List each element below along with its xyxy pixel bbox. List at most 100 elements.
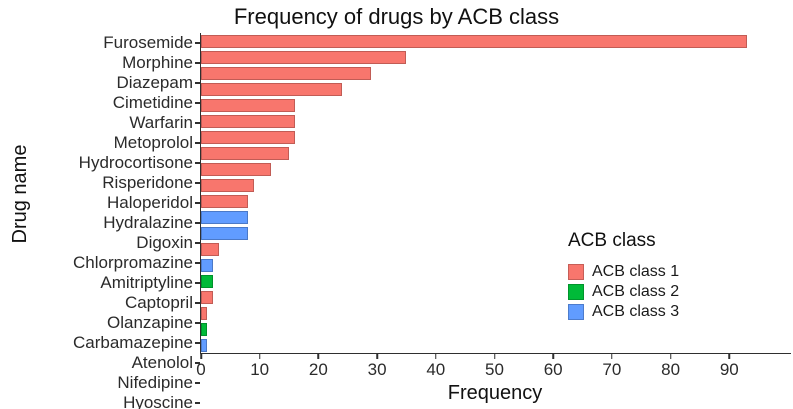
y-tick-label: Chlorpromazine xyxy=(73,253,193,272)
legend-entry: ACB class 3 xyxy=(568,302,679,322)
bar-morphine xyxy=(201,50,407,64)
bar-atenolol xyxy=(201,290,213,304)
y-axis-tick-row: Risperidone xyxy=(0,173,200,193)
y-tick-label: Captopril xyxy=(124,293,193,312)
y-axis-tick-row: Haloperidol xyxy=(0,193,200,213)
y-axis-tick-row: Atenolol xyxy=(0,353,200,373)
x-tick-label: 10 xyxy=(250,360,270,379)
y-tick-label: Metoprolol xyxy=(113,133,193,152)
y-tick-label: Atenolol xyxy=(131,353,193,372)
bar-row xyxy=(201,129,791,145)
x-tick-label: 20 xyxy=(308,360,328,379)
y-tick-mark xyxy=(195,342,200,344)
y-tick-label: Diazepam xyxy=(116,73,193,92)
y-tick-label: Nifedipine xyxy=(117,373,193,392)
y-tick-mark xyxy=(195,202,200,204)
legend-label: ACB class 2 xyxy=(592,283,680,300)
bar-row xyxy=(201,145,791,161)
y-tick-label: Warfarin xyxy=(129,113,193,132)
x-tick-mark xyxy=(728,354,731,359)
y-tick-label: Hyoscine xyxy=(123,393,193,409)
bar-hyoscine xyxy=(201,322,207,336)
y-tick-mark xyxy=(195,322,200,324)
bar-cimetidine xyxy=(201,82,342,96)
y-tick-mark xyxy=(195,162,200,164)
x-axis-title: Frequency xyxy=(447,382,543,404)
y-tick-mark xyxy=(195,262,200,264)
bar-captopril xyxy=(201,242,219,256)
bar-carbamazepine xyxy=(201,274,213,288)
x-tick-mark xyxy=(611,354,613,359)
bar-row xyxy=(201,161,791,177)
y-tick-mark xyxy=(195,222,200,224)
bar-amitriptyline xyxy=(201,226,248,240)
bar-digoxin xyxy=(201,194,248,208)
y-axis-tick-labels: Furosemide Morphine Diazepam Cimetidine Warf… xyxy=(0,33,200,409)
bar-hydralazine xyxy=(201,178,254,192)
x-tick-label: 70 xyxy=(602,360,622,379)
y-tick-mark xyxy=(195,142,200,144)
y-axis-tick-row: Nifedipine xyxy=(0,373,200,393)
y-tick-label: Amitriptyline xyxy=(100,273,193,292)
y-tick-mark xyxy=(195,362,200,364)
bar-diazepam xyxy=(201,66,372,80)
y-axis-tick-row: Hydralazine xyxy=(0,213,200,233)
y-axis-tick-row: Chlorpromazine xyxy=(0,253,200,273)
x-tick-mark xyxy=(669,354,672,359)
x-tick-mark xyxy=(317,354,320,359)
bar-nifedipine xyxy=(201,306,207,320)
x-axis-ticks: 0 10 20 30 40 50 60 70 80 90 xyxy=(196,354,792,384)
chart-title: Frequency of drugs by ACB class xyxy=(233,4,560,29)
plot-panel xyxy=(200,33,791,354)
x-tick-mark xyxy=(493,354,496,359)
y-axis-tick-row: Olanzapine xyxy=(0,313,200,333)
y-axis-tick-row: Cimetidine xyxy=(0,93,200,113)
x-tick-label: 50 xyxy=(485,360,504,379)
x-tick-mark xyxy=(258,354,261,359)
bar-row xyxy=(201,273,791,289)
y-tick-label: Cimetidine xyxy=(112,93,193,112)
bar-row xyxy=(201,33,791,49)
y-axis-tick-row: Hydrocortisone xyxy=(0,153,200,173)
y-tick-label: Digoxin xyxy=(136,233,193,252)
bar-row xyxy=(201,225,791,241)
bar-warfarin xyxy=(201,98,295,112)
bar-row xyxy=(201,209,791,225)
y-axis-tick-row: Captopril xyxy=(0,293,200,313)
x-tick-label: 80 xyxy=(661,360,681,379)
bar-metoprolol xyxy=(201,114,295,128)
x-tick-label: 30 xyxy=(367,360,387,379)
bar-risperidone xyxy=(201,146,290,160)
legend-entry: ACB class 1 xyxy=(568,262,679,282)
y-tick-label: Carbamazepine xyxy=(72,333,193,352)
bar-row xyxy=(201,193,791,209)
bar-row xyxy=(201,337,791,353)
legend-label: ACB class 3 xyxy=(592,303,680,320)
bar-row xyxy=(201,81,791,97)
bar-hydrocortisone xyxy=(201,130,295,144)
bar-row xyxy=(201,241,791,257)
bar-row xyxy=(201,49,791,65)
legend-key-swatch xyxy=(568,284,584,300)
bar-row xyxy=(201,177,791,193)
y-axis-tick-row: Warfarin xyxy=(0,113,200,133)
bar-row xyxy=(201,305,791,321)
y-axis-tick-row: Metoprolol xyxy=(0,133,200,153)
x-tick-mark xyxy=(435,354,437,359)
bar-olanzapine xyxy=(201,258,213,272)
y-tick-label: Risperidone xyxy=(102,173,193,192)
y-tick-label: Hydralazine xyxy=(103,213,193,232)
y-tick-mark xyxy=(195,302,200,304)
x-tick-mark xyxy=(376,354,378,359)
x-tick-mark xyxy=(552,354,554,359)
y-tick-mark xyxy=(195,42,200,44)
legend-title: ACB class xyxy=(568,230,656,251)
y-tick-mark xyxy=(195,242,200,244)
x-tick-label: 60 xyxy=(543,360,563,379)
legend-entries: ACB class 1 ACB class 2 ACB class 3 xyxy=(568,262,679,322)
y-tick-label: Olanzapine xyxy=(106,313,193,332)
y-tick-mark xyxy=(195,122,200,124)
bar-furosemide xyxy=(201,34,747,48)
bar-row xyxy=(201,113,791,129)
